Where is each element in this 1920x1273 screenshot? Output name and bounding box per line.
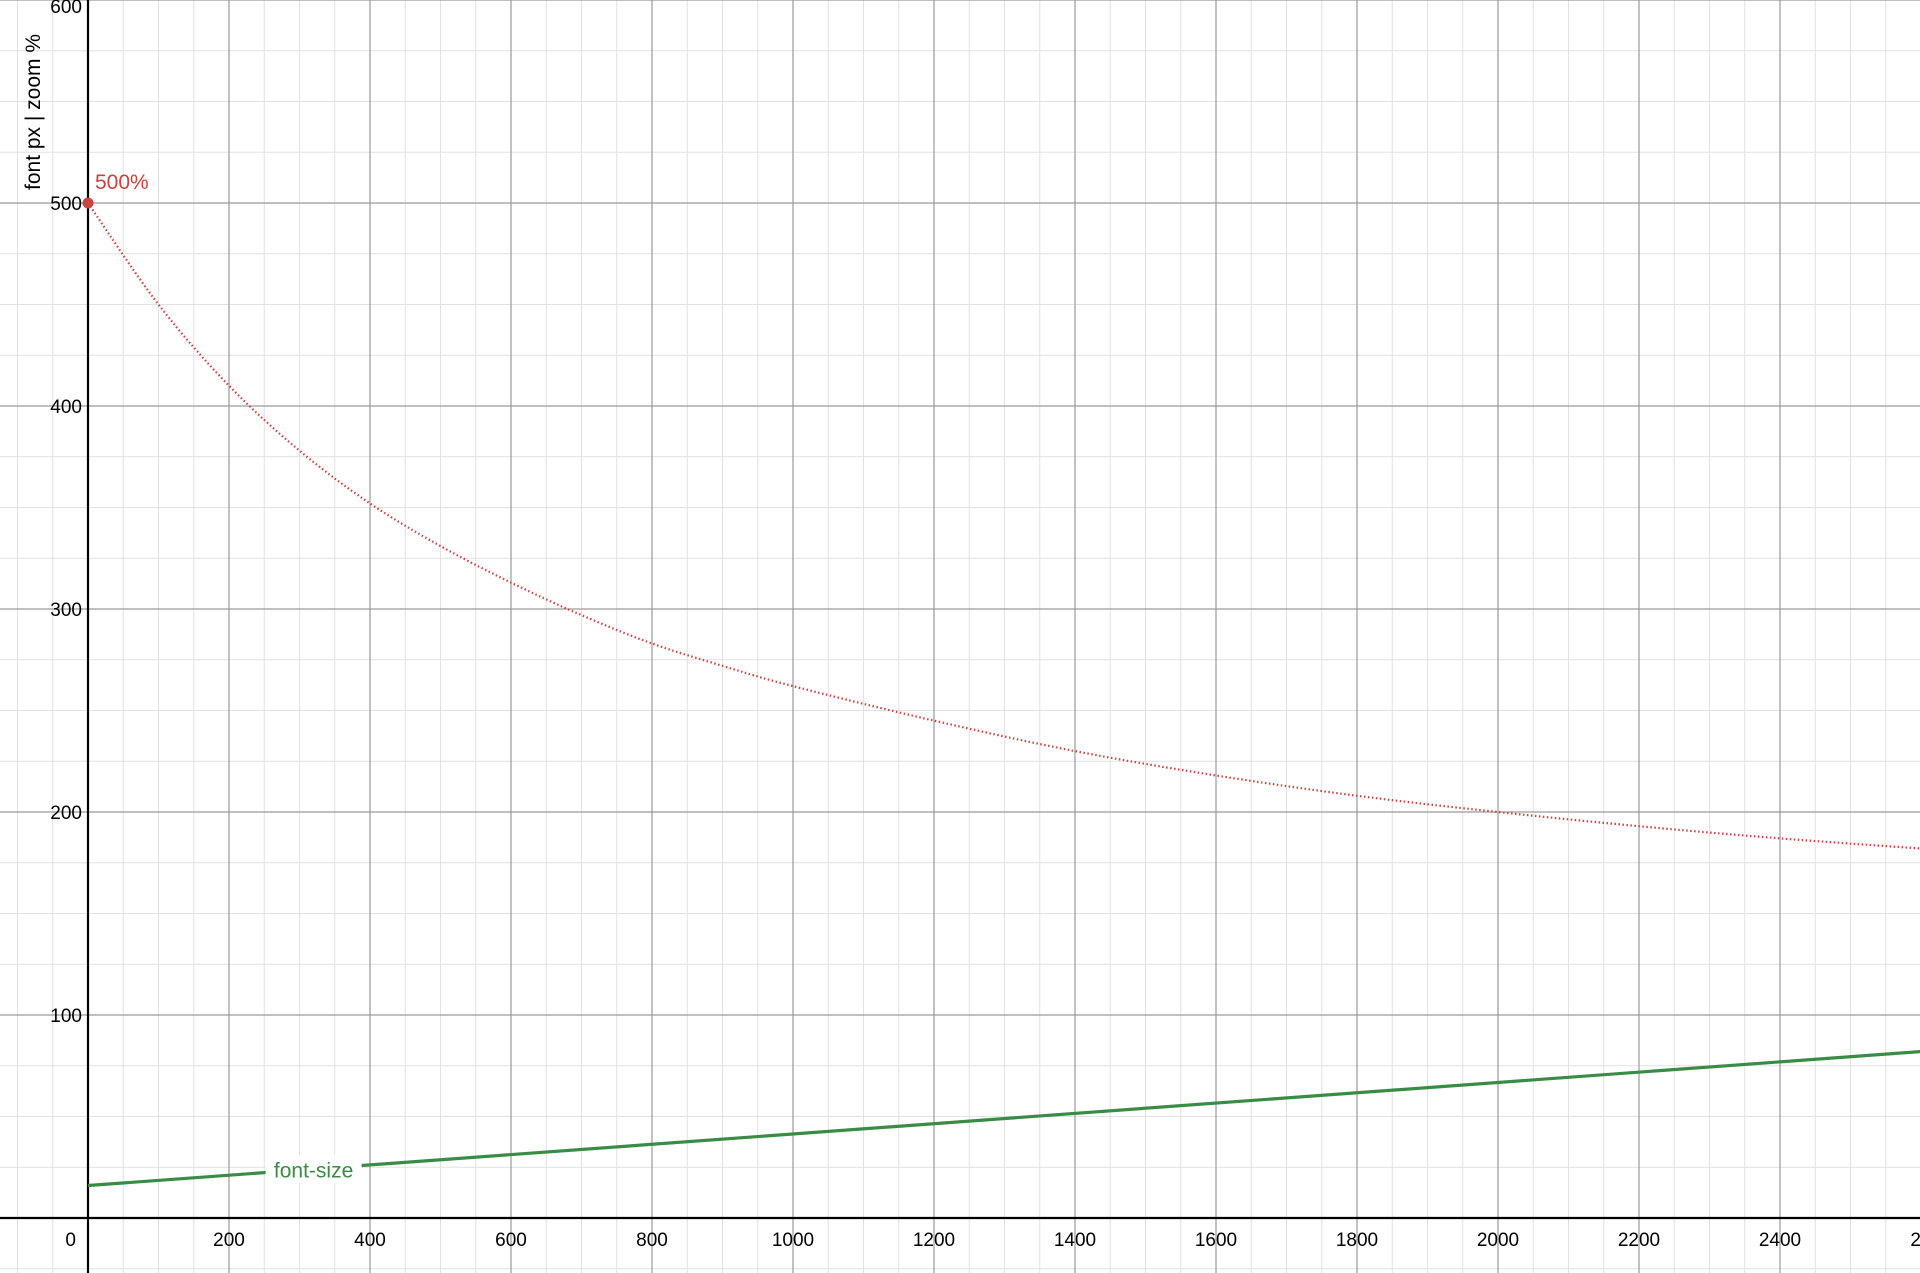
x-tick-label: 2000 [1477,1230,1519,1251]
y-tick-label: 100 [50,1006,82,1027]
x-tick-label: 1000 [772,1230,814,1251]
x-tick-label: 26 [1910,1230,1920,1251]
series-label: font-size [274,1159,353,1182]
x-tick-label: 1200 [913,1230,955,1251]
y-tick-label: 300 [50,600,82,621]
x-tick-label: 2200 [1618,1230,1660,1251]
x-tick-label: 400 [354,1230,386,1251]
y-tick-label: 400 [50,397,82,418]
point-label: 500% [95,171,149,194]
x-tick-label: 200 [213,1230,245,1251]
x-tick-label: 1800 [1336,1230,1378,1251]
x-tick-label: 1400 [1054,1230,1096,1251]
x-tick-label: 600 [495,1230,527,1251]
y-tick-label: 600 [50,0,82,18]
tick-labels: 0 200 400 600 800 1000 1200 1400 1600 1800 2000 220… [50,0,1920,1251]
x-tick-label: 0 [65,1230,76,1251]
annotations: 500% font-size [82,171,362,1184]
label-background [265,1155,362,1184]
series [87,202,1920,1188]
point-marker [82,197,94,209]
x-tick-label: 1600 [1195,1230,1237,1251]
x-tick-label: 800 [636,1230,668,1251]
y-tick-label: 200 [50,803,82,824]
y-axis-label: font px | zoom % [22,34,45,190]
y-tick-label: 500 [50,194,82,215]
x-tick-label: 2400 [1759,1230,1801,1251]
series-font-size-line [87,1050,1920,1188]
